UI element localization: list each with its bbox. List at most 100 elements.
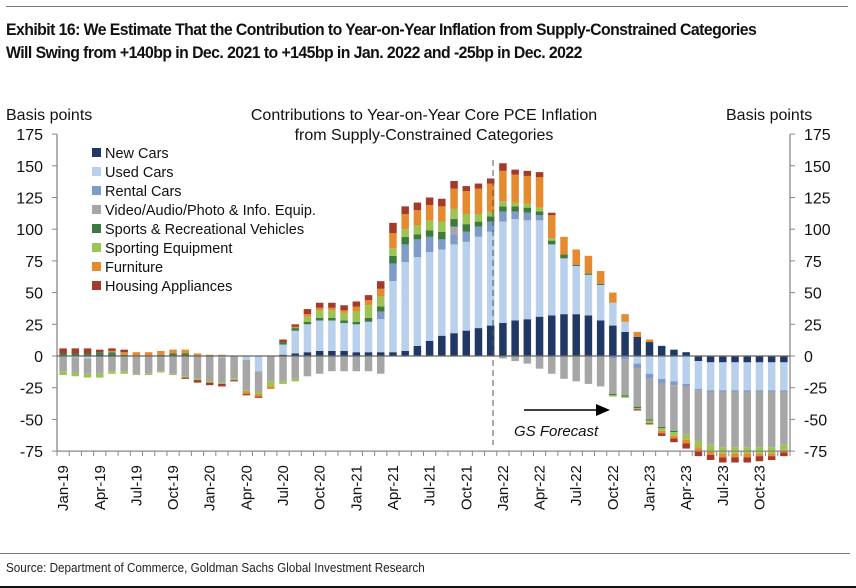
y-axis-label-left: Basis points bbox=[6, 107, 92, 124]
bar-segment-video-audio-photo-info-equip- bbox=[267, 356, 275, 382]
bar-segment-used-cars bbox=[780, 362, 788, 391]
bar-segment-video-audio-photo-info-equip- bbox=[657, 383, 666, 428]
bar-segment-rental-cars bbox=[719, 390, 727, 392]
bar-segment-furniture bbox=[376, 288, 385, 297]
bar-segment-sports-recreational-vehicles bbox=[670, 430, 678, 433]
bar-segment-video-audio-photo-info-equip- bbox=[682, 386, 690, 435]
bar-segment-new-cars bbox=[767, 356, 776, 363]
bar-stack bbox=[291, 324, 299, 382]
bar-segment-rental-cars bbox=[450, 234, 458, 245]
bar-segment-new-cars bbox=[535, 316, 544, 356]
bar-segment-housing-appliances bbox=[755, 456, 764, 462]
bar-segment-used-cars bbox=[767, 362, 776, 391]
bar-segment-housing-appliances bbox=[193, 380, 202, 383]
bar-segment-housing-appliances bbox=[719, 457, 727, 463]
bar-segment-used-cars bbox=[364, 321, 373, 353]
x-tick-label: Apr-20 bbox=[238, 465, 255, 510]
bar-segment-used-cars bbox=[706, 362, 715, 391]
bar-segment-sporting-equipment bbox=[548, 238, 556, 241]
bar-stack bbox=[462, 186, 471, 356]
bar-segment-video-audio-photo-info-equip- bbox=[780, 391, 788, 445]
bar-segment-sporting-equipment bbox=[267, 381, 275, 387]
legend-swatch bbox=[92, 224, 101, 233]
bar-stack bbox=[450, 181, 458, 356]
bar-segment-video-audio-photo-info-equip- bbox=[242, 359, 251, 391]
bar-stack bbox=[242, 356, 251, 396]
bar-segment-sporting-equipment bbox=[462, 213, 471, 225]
bar-segment-new-cars bbox=[572, 314, 580, 356]
bar-segment-video-audio-photo-info-equip- bbox=[731, 391, 739, 448]
legend-label: Housing Appliances bbox=[105, 279, 232, 295]
bar-segment-furniture bbox=[499, 170, 507, 202]
bar-segment-furniture bbox=[413, 210, 422, 226]
bar-segment-housing-appliances bbox=[767, 456, 776, 460]
bar-segment-new-cars bbox=[291, 353, 299, 356]
bar-stack bbox=[511, 169, 519, 362]
bar-stack bbox=[181, 349, 190, 379]
bar-segment-used-cars bbox=[328, 320, 336, 351]
x-tick-label: Jul-20 bbox=[275, 465, 292, 506]
bar-segment-used-cars bbox=[389, 281, 397, 353]
bar-segment-new-cars bbox=[376, 352, 385, 356]
bar-segment-furniture bbox=[291, 326, 299, 329]
bar-segment-used-cars bbox=[83, 356, 92, 359]
bar-segment-furniture bbox=[609, 292, 617, 303]
bar-segment-housing-appliances bbox=[474, 183, 483, 189]
bar-stack bbox=[548, 212, 556, 374]
y-tick-label-left: 100 bbox=[16, 222, 43, 239]
bar-segment-new-cars bbox=[548, 315, 556, 356]
bar-segment-rental-cars bbox=[389, 263, 397, 282]
bar-segment-new-cars bbox=[657, 345, 666, 356]
y-tick-label-right: -50 bbox=[804, 412, 827, 429]
bar-segment-sports-recreational-vehicles bbox=[71, 353, 80, 356]
bar-segment-furniture bbox=[157, 350, 165, 355]
bar-segment-sports-recreational-vehicles bbox=[523, 207, 532, 213]
bar-segment-sporting-equipment bbox=[682, 434, 690, 440]
bar-segment-new-cars bbox=[315, 350, 324, 356]
y-tick-label-right: 125 bbox=[804, 191, 831, 208]
bar-segment-new-cars bbox=[364, 352, 373, 356]
bar-segment-rental-cars bbox=[621, 356, 629, 360]
bar-stack bbox=[755, 356, 764, 462]
bar-segment-furniture bbox=[511, 174, 519, 203]
bar-segment-sports-recreational-vehicles bbox=[108, 352, 116, 355]
bar-segment-sporting-equipment bbox=[499, 201, 507, 207]
legend-label: Rental Cars bbox=[105, 184, 182, 200]
bar-segment-rental-cars bbox=[511, 211, 519, 220]
bar-stack bbox=[474, 183, 483, 356]
bar-segment-new-cars bbox=[328, 350, 336, 356]
bar-segment-housing-appliances bbox=[340, 305, 348, 311]
bar-segment-video-audio-photo-info-equip- bbox=[340, 356, 348, 372]
y-tick-label-right: 75 bbox=[804, 254, 822, 271]
bar-segment-sports-recreational-vehicles bbox=[413, 234, 422, 240]
bar-segment-used-cars bbox=[755, 362, 764, 391]
bar-segment-used-cars bbox=[291, 330, 299, 354]
bar-segment-furniture bbox=[144, 352, 153, 356]
bar-segment-housing-appliances bbox=[242, 394, 251, 396]
exhibit-title: Exhibit 16: We Estimate That the Contrib… bbox=[6, 18, 793, 64]
legend-swatch bbox=[92, 205, 101, 214]
bar-segment-video-audio-photo-info-equip- bbox=[376, 356, 385, 374]
x-tick-label: Apr-21 bbox=[385, 465, 402, 510]
bar-segment-housing-appliances bbox=[96, 349, 104, 353]
x-tick-label: Jan-20 bbox=[202, 465, 219, 511]
bar-stack bbox=[743, 356, 751, 463]
bar-segment-video-audio-photo-info-equip- bbox=[523, 356, 532, 364]
bar-segment-sporting-equipment bbox=[59, 371, 67, 376]
bar-segment-used-cars bbox=[548, 244, 556, 316]
bar-segment-sporting-equipment bbox=[511, 202, 519, 207]
x-tick-label: Oct-23 bbox=[752, 465, 769, 510]
bar-segment-video-audio-photo-info-equip- bbox=[205, 356, 214, 382]
bar-segment-used-cars bbox=[523, 220, 532, 320]
bar-segment-used-cars bbox=[438, 249, 446, 336]
bar-stack bbox=[706, 356, 715, 460]
y-tick-label-left: 125 bbox=[16, 191, 43, 208]
bar-segment-new-cars bbox=[743, 356, 751, 363]
bar-segment-sporting-equipment bbox=[71, 372, 80, 377]
bar-segment-sports-recreational-vehicles bbox=[376, 306, 385, 312]
x-tick-label: Jan-21 bbox=[348, 465, 365, 511]
bar-stack bbox=[670, 349, 678, 443]
bar-segment-new-cars bbox=[633, 336, 642, 356]
bar-segment-sporting-equipment bbox=[535, 207, 544, 212]
legend-label: Sports & Recreational Vehicles bbox=[105, 222, 304, 238]
